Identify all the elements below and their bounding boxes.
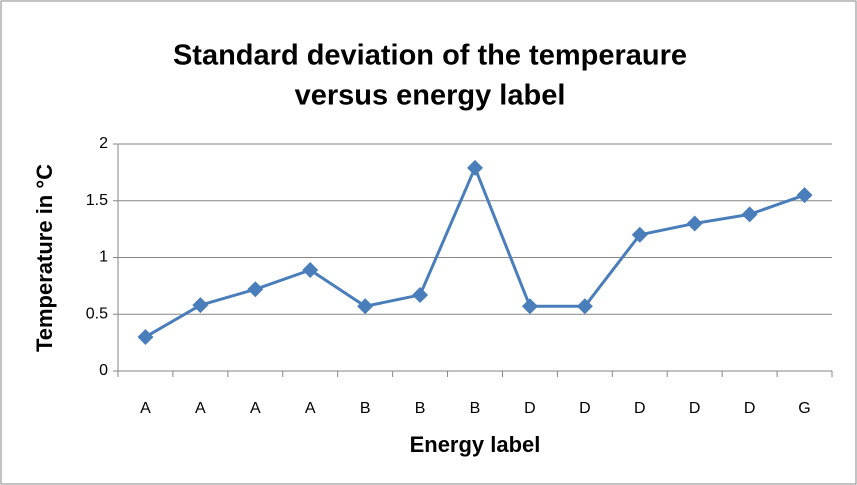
x-axis-title: Energy label	[410, 432, 541, 457]
data-marker	[796, 187, 813, 204]
data-marker	[576, 298, 593, 315]
data-marker	[247, 281, 264, 298]
x-tick-label: B	[415, 400, 426, 417]
x-tick-label: G	[798, 400, 810, 417]
data-marker	[741, 206, 758, 223]
y-tick-label: 0	[99, 362, 108, 379]
chart-title: versus energy label	[295, 80, 566, 112]
y-tick-label: 1.5	[86, 192, 108, 209]
data-marker	[192, 297, 209, 314]
y-tick-label: 0.5	[86, 305, 108, 322]
chart-title: Standard deviation of the temperaure	[173, 40, 687, 72]
x-tick-label: D	[744, 400, 756, 417]
y-tick-label: 2	[99, 135, 108, 152]
x-tick-label: D	[634, 400, 646, 417]
data-marker	[357, 298, 374, 315]
data-marker	[412, 286, 429, 303]
x-tick-label: B	[470, 400, 481, 417]
x-tick-label: A	[195, 400, 206, 417]
y-axis-title: Temperature in °C	[32, 164, 57, 352]
y-tick-label: 1	[99, 249, 108, 266]
x-tick-label: D	[689, 400, 701, 417]
data-marker	[467, 159, 483, 176]
data-marker	[302, 261, 319, 278]
x-tick-label: B	[360, 400, 371, 417]
x-tick-label: A	[140, 400, 151, 417]
x-tick-label: A	[305, 400, 316, 417]
data-marker	[137, 328, 154, 345]
data-marker	[521, 298, 538, 315]
x-tick-label: A	[250, 400, 261, 417]
data-marker	[631, 226, 648, 243]
x-tick-label: D	[579, 400, 591, 417]
x-tick-label: D	[524, 400, 536, 417]
data-marker	[686, 215, 703, 232]
